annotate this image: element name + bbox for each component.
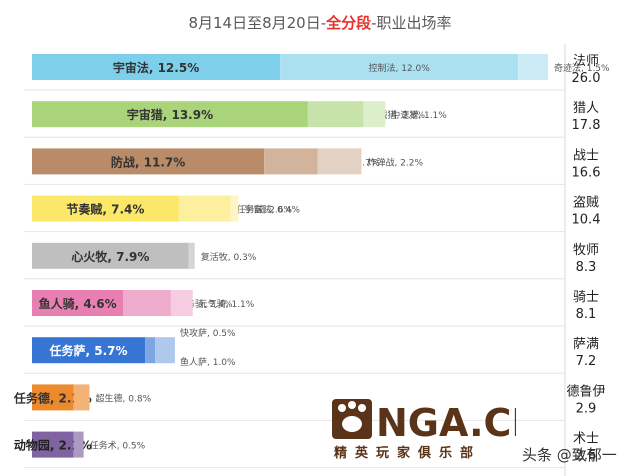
deck-label: 快攻萨, 0.5% [180,327,236,339]
bar-segment [32,195,179,222]
bar-segment [363,101,386,128]
primary-deck-label: 宇宙法, 12.5% [113,60,199,75]
deck-label: 复活牧, 0.3% [201,251,257,263]
class-name-label: 德鲁伊 [566,384,605,399]
class-name-label: 战士 [573,148,599,163]
deck-label: 炸弹战, 2.2% [367,156,423,168]
primary-deck-label: 鱼人骑, 4.6% [39,296,117,311]
deck-label: 中速猎, 1.1% [391,109,447,121]
class-total-label: 7.2 [576,354,597,369]
bar-segment [73,431,84,458]
deck-label: 奇迹法, 1.5% [554,62,610,74]
bar-segment [32,384,74,411]
logo-text: NGA.CN [376,401,516,445]
class-total-label: 17.8 [572,118,601,133]
class-total-label: 8.3 [576,260,597,275]
bar-segment [32,337,146,364]
bar-segment [518,54,548,80]
bar-segment [145,337,156,364]
bar-segment [170,290,193,316]
primary-deck-label: 节奏贼, 7.4% [66,202,144,217]
deck-label: 控制法, 12.0% [368,62,430,74]
class-total-label: 16.6 [572,165,601,180]
bar-segment [123,290,171,316]
bar-segment [73,384,90,411]
deck-label: 鱼人萨, 1.0% [180,356,236,368]
bar-segment [317,148,362,175]
bar-segment [307,101,364,128]
bar-segment [32,290,124,316]
primary-deck-label: 任务德, 2.1% [13,390,92,405]
bar-segment [230,195,239,222]
deck-label: 超生德, 0.8% [96,392,152,404]
class-total-label: 26.0 [572,71,601,86]
bar-segment [280,54,519,80]
bar-segment [32,431,74,458]
primary-deck-label: 动物园, 2.1% [14,438,92,453]
logo-subtext: 精英玩家俱乐部 [334,445,481,461]
bar-segment [32,101,308,128]
primary-deck-label: 任务萨, 5.7% [49,343,128,358]
credit-watermark: 头条 @致郁一 [522,446,617,464]
bar-segment [32,148,265,175]
primary-deck-label: 宇宙猎, 13.9% [127,107,213,122]
deck-label: 宇宙贼, 0.4% [244,204,300,216]
bar-segment [32,54,281,80]
class-name-label: 盗贼 [573,195,599,211]
chart-title: 8月14日至8月20日-全分段-职业出场率 [0,12,640,33]
title-highlight: 全分段 [326,14,372,32]
bar-segment [188,242,195,269]
title-suffix: -职业出场率 [371,14,452,32]
bar-segment [178,195,231,222]
nga-logo: NGA.CN 精英玩家俱乐部 [332,399,516,461]
class-total-label: 2.6 [576,449,597,464]
class-name-label: 法师 [573,54,599,69]
primary-deck-label: 防战, 11.7% [111,154,185,169]
class-name-label: 骑士 [573,290,599,305]
deck-label: 任务贼, 2.6% [236,204,292,216]
deck-label: 元气骑, 1.1% [199,298,255,310]
class-name-label: 牧师 [573,243,599,258]
class-name-label: 猎人 [573,101,599,116]
deck-label: 任务术, 0.5% [90,440,146,452]
paw-icon [332,399,372,439]
primary-deck-label: 心火牧, 7.9% [71,249,149,264]
bar-segment [32,242,189,269]
class-total-label: 10.4 [572,213,601,228]
class-total-label: 8.1 [576,307,597,322]
class-name-label: 萨满 [573,337,599,352]
bar-segment [155,337,175,364]
title-prefix: 8月14日至8月20日- [188,14,327,32]
class-total-label: 2.9 [576,401,597,416]
bar-segment [264,148,318,175]
class-name-label: 术士 [573,432,599,447]
